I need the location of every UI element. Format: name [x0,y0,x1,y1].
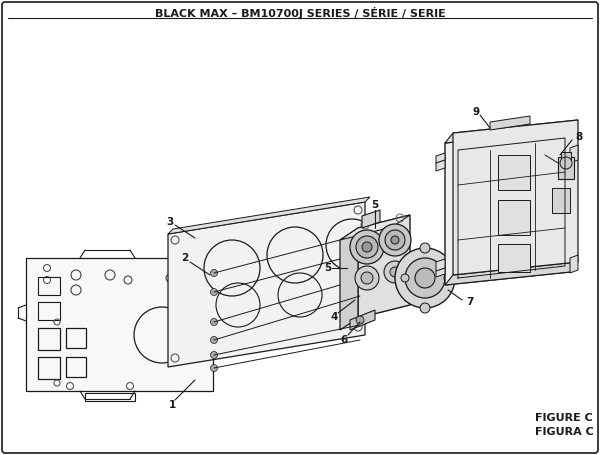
Circle shape [560,157,572,169]
Circle shape [391,236,399,244]
Polygon shape [445,120,578,143]
Text: 1: 1 [169,400,176,410]
Circle shape [420,243,430,253]
Polygon shape [168,202,365,367]
Bar [552,188,570,213]
Bar [498,155,530,190]
Bar [38,357,60,379]
Bar [38,328,60,350]
Text: FIGURE C: FIGURE C [535,413,593,423]
Bar [498,200,530,235]
Circle shape [415,268,435,288]
Circle shape [356,316,364,324]
Circle shape [379,224,411,256]
Circle shape [211,352,218,359]
Polygon shape [340,215,410,240]
Circle shape [384,261,406,283]
Circle shape [385,230,405,250]
Bar [498,244,530,272]
Polygon shape [570,255,578,273]
Bar [66,357,86,377]
Circle shape [390,267,400,277]
Circle shape [401,274,409,282]
Circle shape [444,274,452,282]
Circle shape [361,272,373,284]
Polygon shape [453,120,578,275]
Circle shape [350,230,384,264]
Polygon shape [26,258,213,391]
Polygon shape [350,310,375,330]
Text: 9: 9 [472,107,479,117]
Polygon shape [436,259,445,277]
Polygon shape [436,153,445,171]
Polygon shape [445,130,570,285]
Text: 5: 5 [371,200,379,210]
Text: 8: 8 [575,132,582,142]
Bar [558,157,574,179]
Circle shape [211,364,218,371]
Bar [85,393,135,401]
Text: 3: 3 [166,217,173,227]
Circle shape [211,337,218,344]
Polygon shape [358,215,410,318]
Polygon shape [362,210,380,228]
Circle shape [405,258,445,298]
Text: FIGURA C: FIGURA C [535,427,594,437]
Circle shape [211,318,218,325]
Circle shape [211,269,218,277]
Circle shape [211,288,218,295]
Bar [38,302,60,320]
Text: 4: 4 [331,312,338,322]
Text: 2: 2 [181,253,188,263]
Polygon shape [570,145,578,163]
Polygon shape [490,116,530,130]
Bar [561,152,571,160]
Text: 6: 6 [340,335,347,345]
Bar [66,328,86,348]
Circle shape [395,248,455,308]
Polygon shape [340,228,358,330]
Text: BLACK MAX – BM10700J SERIES / SÉRIE / SERIE: BLACK MAX – BM10700J SERIES / SÉRIE / SE… [155,7,445,19]
Circle shape [420,303,430,313]
Bar [38,277,60,295]
Polygon shape [445,262,578,285]
Polygon shape [168,197,370,234]
Text: 5: 5 [325,263,332,273]
Circle shape [356,236,378,258]
Text: 7: 7 [466,297,473,307]
Circle shape [362,242,372,252]
Circle shape [355,266,379,290]
